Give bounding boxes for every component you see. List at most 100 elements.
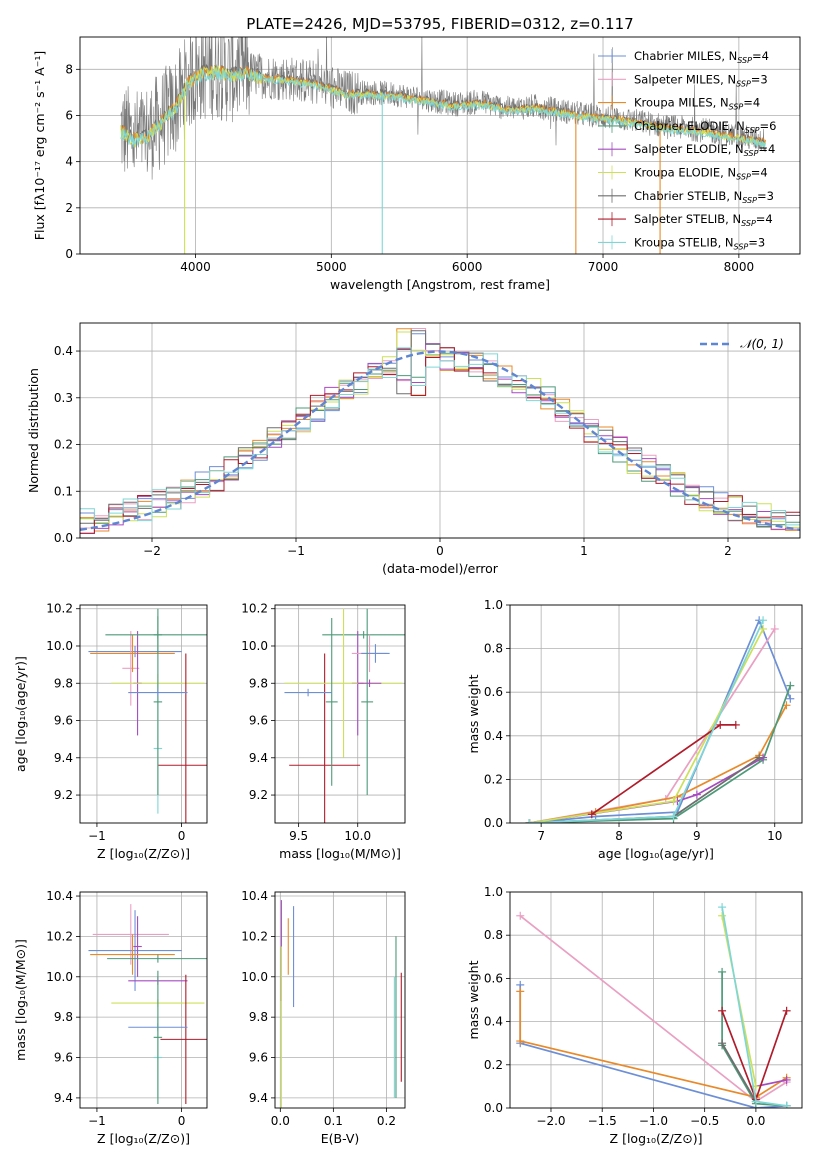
normal-curve (80, 350, 800, 531)
plot-background (510, 892, 802, 1108)
x-axis-label: Z [log₁₀(Z/Z⊙)] (97, 1131, 190, 1146)
weight-marker (786, 681, 795, 690)
axes-mass-vs-ebv: 0.0 0.1 0.2 9.4 9.6 9.8 10.0 10.2 10.4 E(B-V) (241, 889, 406, 1146)
errorbar-point (284, 608, 403, 758)
legend-label: 𝒩(0, 1) (740, 337, 784, 351)
y-tick-label: 9.8 (249, 1010, 268, 1024)
weight-marker (716, 720, 725, 729)
ticks: −1 0 9.4 9.6 9.8 10.0 10.2 10.4 (46, 889, 185, 1128)
errorbar-point (325, 618, 338, 786)
y-tick-label: 0.4 (54, 344, 73, 358)
errorbar-point (133, 916, 142, 977)
y-tick-label: 0.0 (54, 531, 73, 545)
y-axis-label: mass [log₁₀(M/M⊙)] (13, 939, 28, 1061)
x-tick-label: 10 (767, 829, 782, 843)
errorbar-point (361, 608, 374, 796)
y-tick-label: 9.6 (54, 714, 73, 728)
weight-marker (782, 1101, 791, 1108)
y-tick-label: 0.0 (484, 816, 503, 830)
x-tick-label: 1 (580, 544, 588, 558)
plot-background (80, 892, 207, 1108)
x-tick-label: 5000 (316, 260, 347, 274)
y-tick-label: 0.4 (484, 729, 503, 743)
histogram-step-8 (80, 347, 800, 526)
x-tick-label: −2 (143, 544, 161, 558)
plot-area (516, 903, 791, 1108)
y-tick-label: 10.0 (241, 970, 268, 984)
legend-label: Salpeter ELODIE, NSSP=4 (634, 142, 775, 158)
axes-age-vs-Z: −1 0 9.2 9.4 9.6 9.8 10.0 10.2 Z [log₁₀(Z/Z⊙)] ag… (13, 602, 208, 861)
plot-frame (274, 891, 406, 1109)
weight-marker (770, 624, 779, 633)
weight-marker (718, 1006, 727, 1015)
x-axis-label: mass [log₁₀(M/M⊙)] (279, 846, 401, 861)
weight-marker (751, 1097, 760, 1106)
figure-title: PLATE=2426, MJD=53795, FIBERID=0312, z=0… (246, 15, 633, 33)
y-tick-label: 9.4 (249, 751, 268, 765)
errorbar-point (107, 954, 207, 963)
x-tick-label: 0 (436, 544, 444, 558)
y-tick-label: 1.0 (484, 885, 503, 899)
weight-line-2 (519, 991, 788, 1099)
weight-marker (786, 694, 795, 703)
x-tick-label: 6000 (452, 260, 483, 274)
y-tick-label: 10.4 (46, 889, 73, 903)
weight-marker (516, 1037, 525, 1046)
plot-background (275, 605, 405, 823)
weight-marker (782, 1075, 791, 1084)
y-tick-label: 9.4 (249, 1091, 268, 1105)
errorbar-point (160, 974, 207, 1104)
weight-marker (718, 1039, 727, 1048)
y-tick-label: 9.2 (249, 788, 268, 802)
errorbar-point (361, 644, 390, 663)
y-tick-label: 10.2 (241, 929, 268, 943)
errorbar-point (122, 631, 140, 706)
x-axis-label: Z [log₁₀(Z/Z⊙)] (97, 846, 190, 861)
weight-marker (669, 797, 678, 806)
weight-marker (718, 903, 727, 912)
plot-area (284, 608, 405, 823)
x-tick-label: 0.2 (377, 1114, 396, 1128)
x-tick-label: −1.0 (639, 1114, 668, 1128)
x-tick-label: −1.5 (588, 1114, 617, 1128)
y-tick-label: 0.6 (484, 685, 503, 699)
y-tick-label: 4 (65, 155, 73, 169)
errorbar-point (153, 608, 163, 796)
errorbar-point (128, 688, 188, 697)
x-tick-label: 0.0 (271, 1114, 290, 1128)
y-tick-label: 10.2 (46, 929, 73, 943)
y-axis-label: Normed distribution (26, 368, 41, 493)
x-tick-label: −1 (287, 544, 305, 558)
plot-frame (79, 604, 208, 824)
axes-weight-vs-age: 7 8 9 10 0.0 0.2 0.4 0.6 0.8 1.0 age [log₁₀(age/yr… (466, 598, 803, 861)
legend-label: Chabrier MILES, NSSP=4 (634, 49, 769, 65)
weight-marker (692, 790, 701, 799)
y-axis-label: mass weight (466, 960, 481, 1039)
plot-area (80, 328, 800, 534)
axes-residuals: −2 −1 0 1 2 0.0 0.1 0.2 0.3 0.4 (data-model)/error… (26, 322, 801, 576)
y-tick-label: 9.8 (54, 1010, 73, 1024)
weight-line-3 (529, 685, 792, 823)
ticks: −2 −1 0 1 2 0.0 0.1 0.2 0.3 0.4 (54, 344, 732, 558)
x-tick-label: 2 (724, 544, 732, 558)
y-tick-label: 10.2 (241, 602, 268, 616)
weight-marker (516, 987, 525, 996)
y-tick-label: 10.4 (241, 889, 268, 903)
gridlines (275, 892, 405, 1108)
y-tick-label: 10.0 (46, 639, 73, 653)
ticks: 7 8 9 10 0.0 0.2 0.4 0.6 0.8 1.0 (484, 598, 782, 843)
x-tick-label: 10.0 (344, 829, 371, 843)
legend: Chabrier MILES, NSSP=4 Salpeter MILES, NS… (598, 49, 776, 251)
errorbar-point (153, 970, 163, 1104)
x-tick-label: 9 (693, 829, 701, 843)
x-tick-label: 0 (178, 829, 186, 843)
plot-background (275, 892, 405, 1108)
weight-marker (759, 624, 768, 633)
errorbar-point (357, 679, 382, 687)
errorbar-point (88, 910, 182, 991)
x-axis-label: (data-model)/error (382, 561, 499, 576)
y-tick-label: 0.2 (54, 438, 73, 452)
errorbar-point (322, 631, 405, 639)
plot-area (88, 904, 207, 1104)
